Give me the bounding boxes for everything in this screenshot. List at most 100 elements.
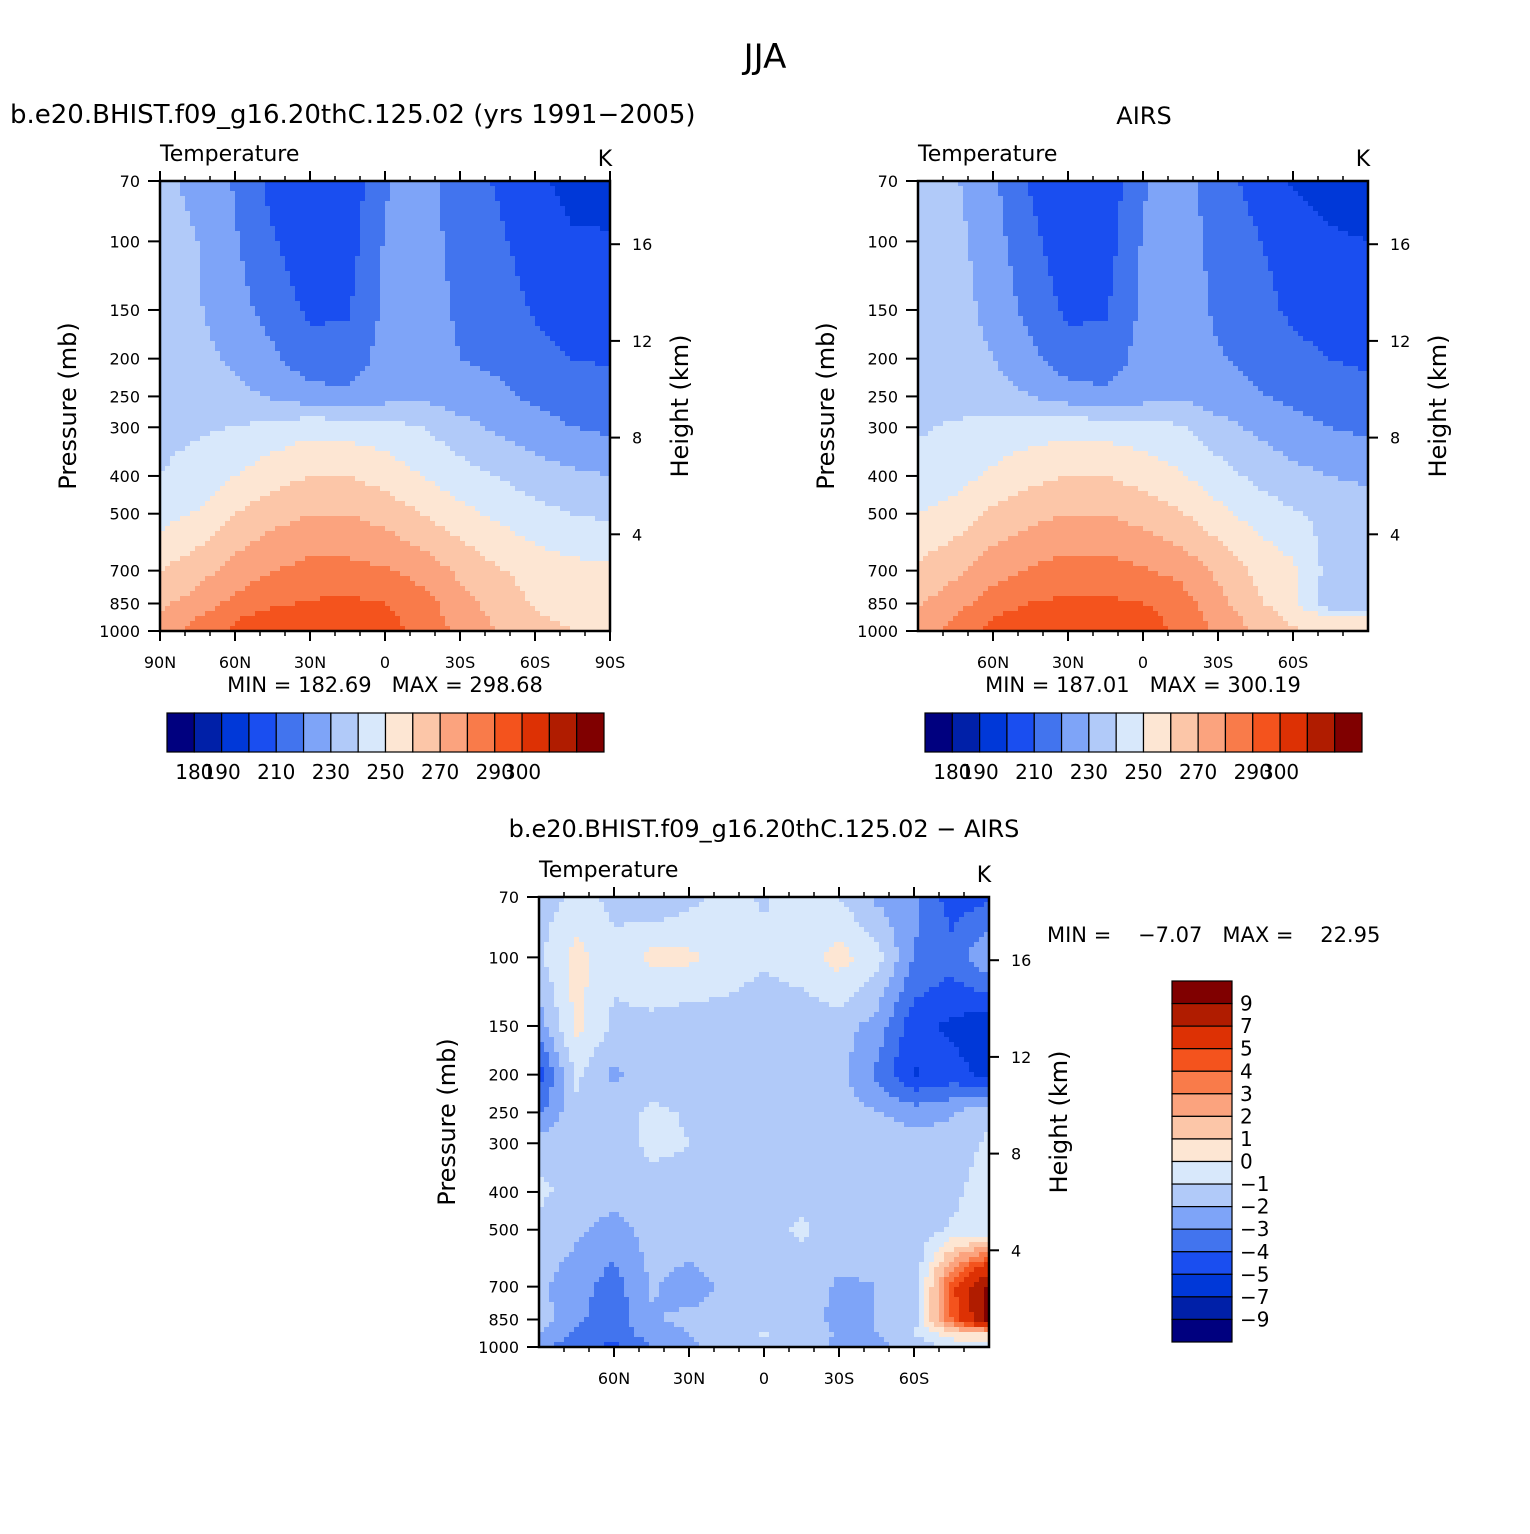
- contour-cell: [585, 371, 591, 377]
- contour-cell: [385, 311, 391, 317]
- contour-cell: [235, 456, 241, 462]
- contour-cell: [405, 216, 411, 222]
- contour-cell: [225, 226, 231, 232]
- contour-cell: [255, 316, 261, 322]
- contour-cell: [565, 231, 571, 237]
- contour-cell: [340, 346, 346, 352]
- contour-cell: [570, 201, 576, 207]
- contour-cell: [205, 431, 211, 437]
- contour-cell: [245, 406, 251, 412]
- contour-cell: [405, 396, 411, 402]
- contour-cell: [580, 196, 586, 202]
- contour-cell: [185, 226, 191, 232]
- contour-cell: [535, 336, 541, 342]
- contour-cell: [590, 341, 596, 347]
- contour-cell: [565, 246, 571, 252]
- contour-cell: [325, 206, 331, 212]
- contour-cell: [340, 456, 346, 462]
- contour-cell: [355, 211, 361, 217]
- contour-cell: [445, 351, 451, 357]
- contour-cell: [190, 266, 196, 272]
- contour-cell: [545, 441, 551, 447]
- contour-cell: [285, 196, 291, 202]
- contour-cell: [295, 401, 301, 407]
- contour-cell: [355, 286, 361, 292]
- contour-cell: [540, 341, 546, 347]
- contour-cell: [345, 451, 351, 457]
- contour-cell: [410, 371, 416, 377]
- contour-cell: [270, 221, 276, 227]
- contour-cell: [515, 451, 521, 457]
- contour-cell: [260, 241, 266, 247]
- contour-cell: [435, 366, 441, 372]
- contour-cell: [600, 371, 606, 377]
- contour-cell: [540, 426, 546, 432]
- contour-cell: [530, 426, 536, 432]
- contour-cell: [570, 326, 576, 332]
- contour-cell: [400, 431, 406, 437]
- contour-cell: [185, 356, 191, 362]
- contour-cell: [485, 286, 491, 292]
- contour-cell: [500, 301, 506, 307]
- contour-cell: [320, 306, 326, 312]
- contour-cell: [515, 446, 521, 452]
- contour-cell: [585, 331, 591, 337]
- contour-cell: [530, 441, 536, 447]
- contour-cell: [510, 246, 516, 252]
- contour-cell: [190, 196, 196, 202]
- contour-cell: [265, 356, 271, 362]
- contour-cell: [200, 446, 206, 452]
- contour-cell: [505, 216, 511, 222]
- contour-cell: [530, 261, 536, 267]
- contour-cell: [185, 251, 191, 257]
- contour-cell: [230, 201, 236, 207]
- contour-cell: [550, 216, 556, 222]
- contour-cell: [275, 436, 281, 442]
- contour-cell: [505, 371, 511, 377]
- contour-cell: [550, 431, 556, 437]
- contour-cell: [565, 296, 571, 302]
- contour-cell: [300, 371, 306, 377]
- contour-cell: [460, 356, 466, 362]
- contour-cell: [435, 221, 441, 227]
- contour-cell: [265, 336, 271, 342]
- contour-cell: [180, 336, 186, 342]
- contour-cell: [170, 376, 176, 382]
- contour-cell: [570, 451, 576, 457]
- contour-cell: [580, 391, 586, 397]
- contour-cell: [450, 386, 456, 392]
- contour-cell: [400, 311, 406, 317]
- contour-cell: [435, 341, 441, 347]
- contour-cell: [550, 346, 556, 352]
- contour-cell: [175, 206, 181, 212]
- contour-cell: [570, 436, 576, 442]
- contour-cell: [410, 381, 416, 387]
- contour-cell: [405, 281, 411, 287]
- contour-cell: [325, 341, 331, 347]
- contour-cell: [340, 256, 346, 262]
- contour-cell: [165, 196, 171, 202]
- contour-cell: [340, 381, 346, 387]
- contour-cell: [560, 396, 566, 402]
- contour-cell: [225, 411, 231, 417]
- contour-cell: [435, 416, 441, 422]
- contour-cell: [315, 301, 321, 307]
- contour-cell: [175, 236, 181, 242]
- contour-cell: [495, 296, 501, 302]
- contour-cell: [370, 286, 376, 292]
- contour-cell: [595, 331, 601, 337]
- contour-cell: [380, 396, 386, 402]
- contour-cell: [550, 411, 556, 417]
- contour-cell: [280, 216, 286, 222]
- contour-cell: [165, 386, 171, 392]
- contour-cell: [355, 391, 361, 397]
- contour-cell: [315, 226, 321, 232]
- contour-cell: [240, 456, 246, 462]
- contour-cell: [445, 231, 451, 237]
- contour-cell: [460, 196, 466, 202]
- contour-cell: [195, 291, 201, 297]
- contour-cell: [560, 296, 566, 302]
- contour-cell: [410, 206, 416, 212]
- model-temperature-panel: b.e20.BHIST.f09_g16.20thC.125.02 (yrs 19…: [10, 100, 696, 784]
- contour-cell: [575, 216, 581, 222]
